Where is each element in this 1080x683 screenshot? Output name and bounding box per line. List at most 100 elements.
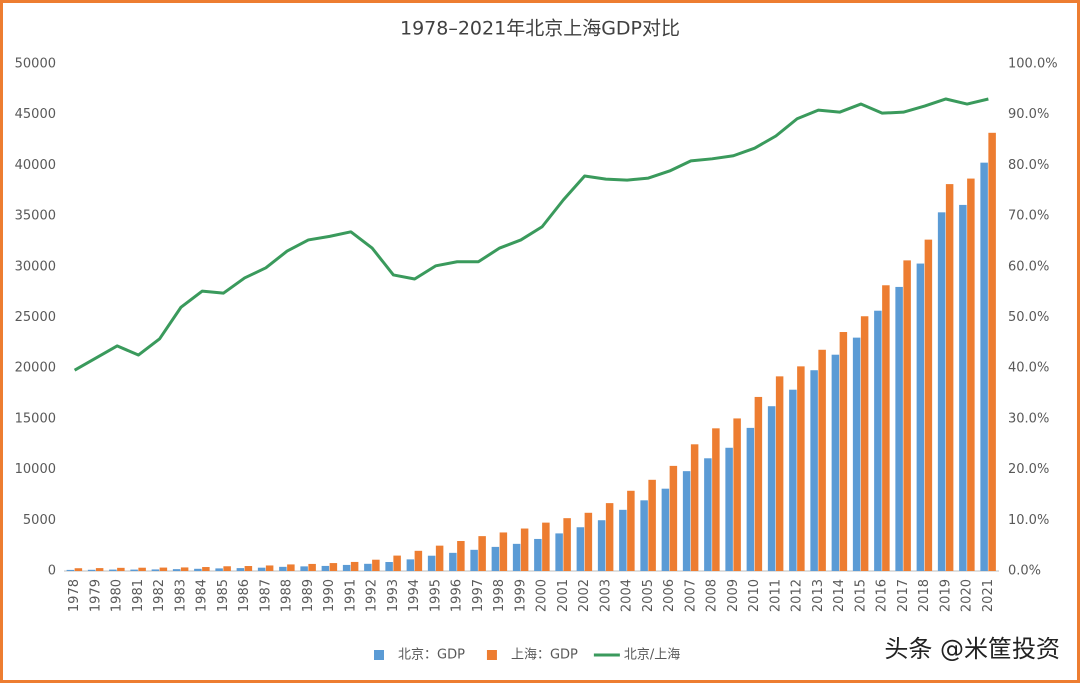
legend-swatch <box>486 650 497 660</box>
x-tick-label: 1995 <box>428 579 443 612</box>
x-tick-label: 2005 <box>641 579 656 612</box>
x-tick-label: 1992 <box>365 579 380 612</box>
bar <box>427 555 436 571</box>
y2-tick-label: 90.0% <box>1008 107 1049 122</box>
x-tick-label: 2020 <box>960 579 975 612</box>
bar <box>512 543 521 571</box>
bar <box>449 552 457 571</box>
bar <box>542 522 550 571</box>
bar <box>767 406 776 571</box>
x-tick-label: 1980 <box>110 579 125 612</box>
bar <box>300 566 308 571</box>
y-tick-label: 0 <box>48 564 56 579</box>
bar <box>117 567 125 571</box>
bar <box>797 366 805 571</box>
bar <box>980 162 988 571</box>
x-tick-label: 1986 <box>237 579 252 612</box>
x-tick-label: 1990 <box>322 579 337 612</box>
bar <box>746 427 755 571</box>
y2-tick-label: 20.0% <box>1008 462 1049 477</box>
y-tick-label: 45000 <box>15 107 56 122</box>
x-tick-label: 2003 <box>598 579 613 612</box>
bar <box>393 555 401 571</box>
legend-label: 上海：GDP <box>511 648 578 663</box>
bar <box>584 512 593 571</box>
bar <box>109 569 117 571</box>
bar <box>682 471 691 571</box>
y-tick-label: 5000 <box>23 513 56 528</box>
x-tick-label: 1985 <box>216 579 231 612</box>
y-tick-label: 35000 <box>15 209 56 224</box>
bar <box>860 316 869 571</box>
x-tick-label: 2007 <box>683 579 698 612</box>
x-tick-label: 2009 <box>726 579 741 612</box>
y-tick-label: 25000 <box>15 310 56 325</box>
x-tick-label: 1999 <box>513 579 528 612</box>
bar <box>789 389 797 571</box>
bar <box>605 503 614 571</box>
bar <box>661 488 670 571</box>
x-tick-label: 1989 <box>301 579 316 612</box>
x-tick-label: 2000 <box>535 579 550 612</box>
bar <box>640 500 648 571</box>
watermark: 头条 @米筐投资 <box>884 635 1060 663</box>
y-tick-label: 10000 <box>15 462 56 477</box>
bar <box>478 536 486 571</box>
bar <box>138 567 146 571</box>
bar <box>874 310 882 571</box>
bar <box>852 337 861 571</box>
bar <box>810 370 818 571</box>
x-tick-label: 1979 <box>88 579 103 612</box>
bar <box>733 418 741 571</box>
bar <box>754 396 763 571</box>
y2-tick-label: 60.0% <box>1008 259 1049 274</box>
y-tick-label: 20000 <box>15 361 56 376</box>
x-tick-label: 2012 <box>790 579 805 612</box>
x-tick-label: 2021 <box>981 579 996 612</box>
legend-swatch <box>374 650 384 660</box>
bar <box>172 569 181 571</box>
x-tick-label: 2013 <box>811 579 826 612</box>
bar <box>321 565 330 571</box>
bar <box>308 563 316 571</box>
y2-tick-label: 80.0% <box>1008 158 1049 173</box>
y-tick-label: 50000 <box>15 57 56 72</box>
bar <box>988 132 996 571</box>
bar <box>916 263 925 571</box>
bar <box>470 549 478 571</box>
y2-tick-label: 30.0% <box>1008 411 1049 426</box>
x-tick-label: 2008 <box>705 579 720 612</box>
bar <box>882 285 890 571</box>
y-tick-label: 30000 <box>15 259 56 274</box>
x-tick-label: 1996 <box>450 579 465 612</box>
x-tick-label: 1978 <box>67 579 82 612</box>
bar <box>87 569 96 571</box>
bar <box>648 479 656 571</box>
bar <box>704 458 712 571</box>
x-tick-label: 1983 <box>173 579 188 612</box>
bar <box>95 568 104 571</box>
bar <box>725 447 733 571</box>
bar <box>818 349 826 571</box>
x-tick-label: 2016 <box>875 579 890 612</box>
x-tick-label: 2015 <box>853 579 868 612</box>
bar <box>180 567 189 571</box>
bar <box>202 567 210 571</box>
bar <box>839 332 848 571</box>
bar <box>924 239 933 571</box>
bar <box>895 286 903 571</box>
y-tick-label: 40000 <box>15 158 56 173</box>
x-tick-label: 1987 <box>258 579 273 612</box>
bar <box>435 545 444 571</box>
bar <box>937 212 946 571</box>
bar <box>576 527 585 571</box>
bar <box>287 564 295 571</box>
bar <box>236 568 245 571</box>
legend-label: 北京/上海 <box>624 648 680 663</box>
x-tick-label: 2001 <box>556 579 571 612</box>
bar <box>194 568 202 571</box>
bar <box>945 184 954 571</box>
x-tick-label: 1982 <box>152 579 167 612</box>
x-tick-label: 1993 <box>386 579 401 612</box>
